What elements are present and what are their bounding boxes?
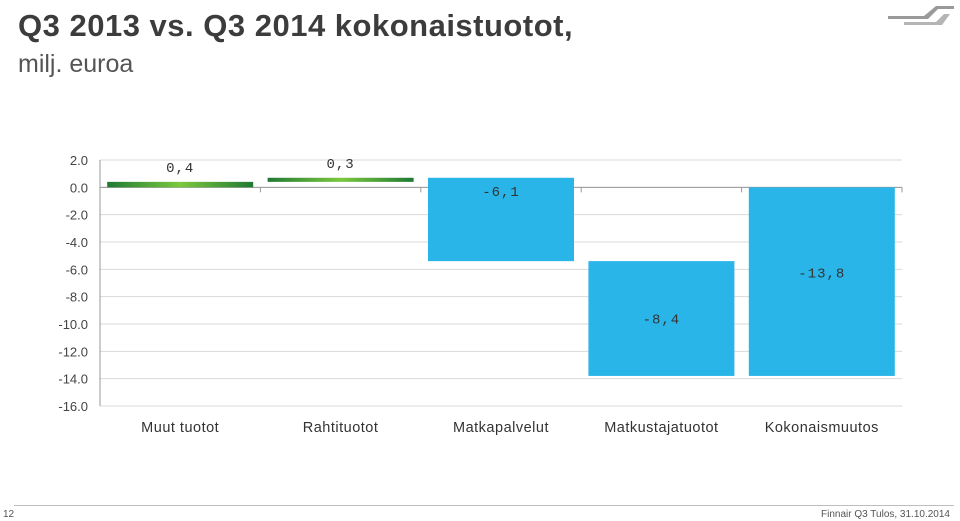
bar-1 [107,181,254,188]
category-label: Matkustajatuotot [604,420,718,436]
category-label: Kokonaismuutos [765,420,879,436]
bar-3 [428,177,574,262]
slide-title: Q3 2013 vs. Q3 2014 kokonaistuotot, [18,8,574,43]
data-label: 0,4 [166,161,194,177]
y-tick-label: -12.0 [58,344,88,359]
y-tick-label: 2.0 [70,153,88,168]
data-label: -13,8 [798,266,845,282]
y-tick-label: -4.0 [66,235,88,250]
data-label: 0,3 [326,157,354,173]
category-label: Matkapalvelut [453,420,549,436]
y-tick-label: -10.0 [58,317,88,332]
footer-divider [14,505,954,506]
y-tick-label: -16.0 [58,399,88,414]
bar-4 [588,261,735,376]
category-label: Rahtituotot [303,420,379,436]
finnair-logo-icon [888,6,954,25]
footer-text: Finnair Q3 Tulos, 31.10.2014 [821,509,950,520]
slide-subtitle: milj. euroa [18,50,134,78]
bar-2 [267,177,414,182]
y-tick-label: -6.0 [66,262,88,277]
y-tick-label: 0.0 [70,180,88,195]
category-label: Muut tuotot [141,420,219,436]
y-tick-label: -14.0 [58,372,88,387]
y-tick-label: -8.0 [66,290,88,305]
data-label: -6,1 [482,185,520,201]
bar-5 [748,187,895,376]
y-tick-label: -2.0 [66,208,88,223]
data-label: -8,4 [643,313,681,329]
page-number: 12 [3,509,15,520]
